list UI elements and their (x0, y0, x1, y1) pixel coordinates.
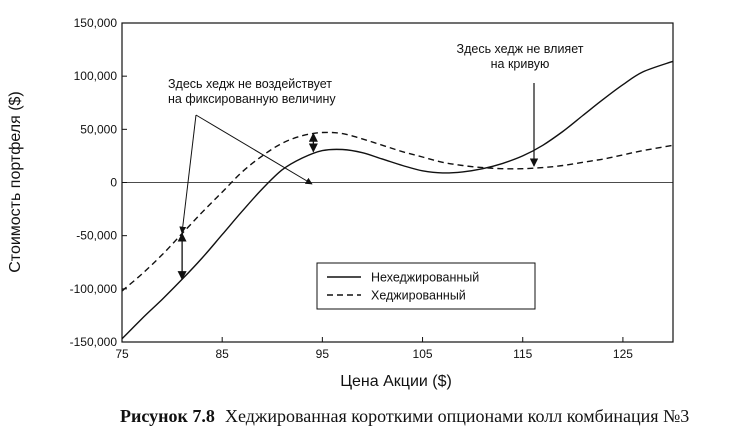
y-tick-label: -50,000 (76, 229, 117, 243)
annotation-text-right: Здесь хедж не влияет (457, 42, 584, 56)
annotation-text-right: на кривую (491, 57, 550, 71)
x-tick-label: 105 (413, 347, 433, 361)
annotation-text-left: Здесь хедж не воздействует (168, 77, 332, 91)
annotation-arrow (179, 114, 197, 234)
x-tick-label: 115 (513, 347, 532, 361)
y-tick-label: 150,000 (74, 16, 118, 30)
y-axis-title: Стоимость портфеля ($) (7, 91, 24, 273)
x-tick-label: 95 (316, 347, 330, 361)
x-tick-label: 85 (216, 347, 230, 361)
x-tick-label: 75 (115, 347, 129, 361)
annotation-arrow (195, 114, 313, 185)
figure-caption-text: Хеджированная короткими опционами колл к… (225, 406, 690, 426)
figure-caption: Рисунок 7.8 Хеджированная короткими опцио… (120, 406, 720, 434)
legend-label-hedged: Хеджированный (371, 289, 466, 303)
legend-box (316, 262, 536, 310)
x-tick-label: 125 (613, 347, 633, 361)
hedged-series-line (121, 131, 674, 292)
y-tick-label: 100,000 (74, 69, 118, 83)
y-tick-label: 0 (110, 176, 117, 190)
unhedged-series-line (121, 60, 674, 340)
x-axis-title: Цена Акции ($) (340, 373, 452, 390)
y-tick-label: -100,000 (70, 282, 118, 296)
legend-label-unhedged: Нехеджированный (371, 271, 479, 285)
y-tick-label: 50,000 (80, 122, 117, 136)
figure-caption-label: Рисунок 7.8 (120, 406, 215, 426)
annotation-text-left: на фиксированную величину (168, 92, 336, 106)
y-tick-label: -150,000 (70, 335, 118, 349)
